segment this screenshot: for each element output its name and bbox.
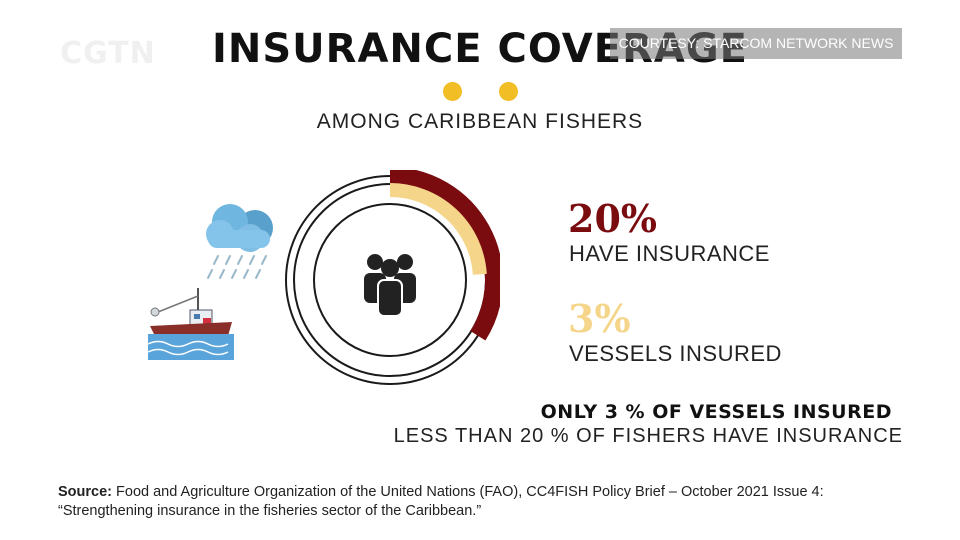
stat-insurance-label: HAVE INSURANCE [569,241,770,266]
people-group-icon [364,254,416,317]
have-insurance-arc [389,170,500,341]
stat-vessels-label: VESSELS INSURED [569,341,782,366]
source-citation: Source: Food and Agriculture Organizatio… [58,483,858,521]
dot-right [499,82,518,101]
stat-insurance-value: 20% [568,196,657,241]
headline-bold: ONLY 3 % OF VESSELS INSURED [540,401,892,423]
fishing-scene-illustration [147,204,273,360]
cgtn-watermark: CGTN [60,36,156,71]
coverage-donut-chart [285,170,500,385]
stat-vessels-value: 3% [568,296,631,341]
source-text: Food and Agriculture Organization of the… [58,484,824,519]
source-label: Source: [58,484,112,500]
dot-left [443,82,462,101]
page-subtitle: AMONG CARIBBEAN FISHERS [316,110,644,133]
vessels-insured-arc [389,183,487,275]
fishing-boat-icon [147,288,234,360]
headline-thin: LESS THAN 20 % OF FISHERS HAVE INSURANCE [393,425,903,447]
rain-cloud-icon [206,204,273,279]
courtesy-banner: COURTESY: STARCOM NETWORK NEWS [610,28,902,59]
